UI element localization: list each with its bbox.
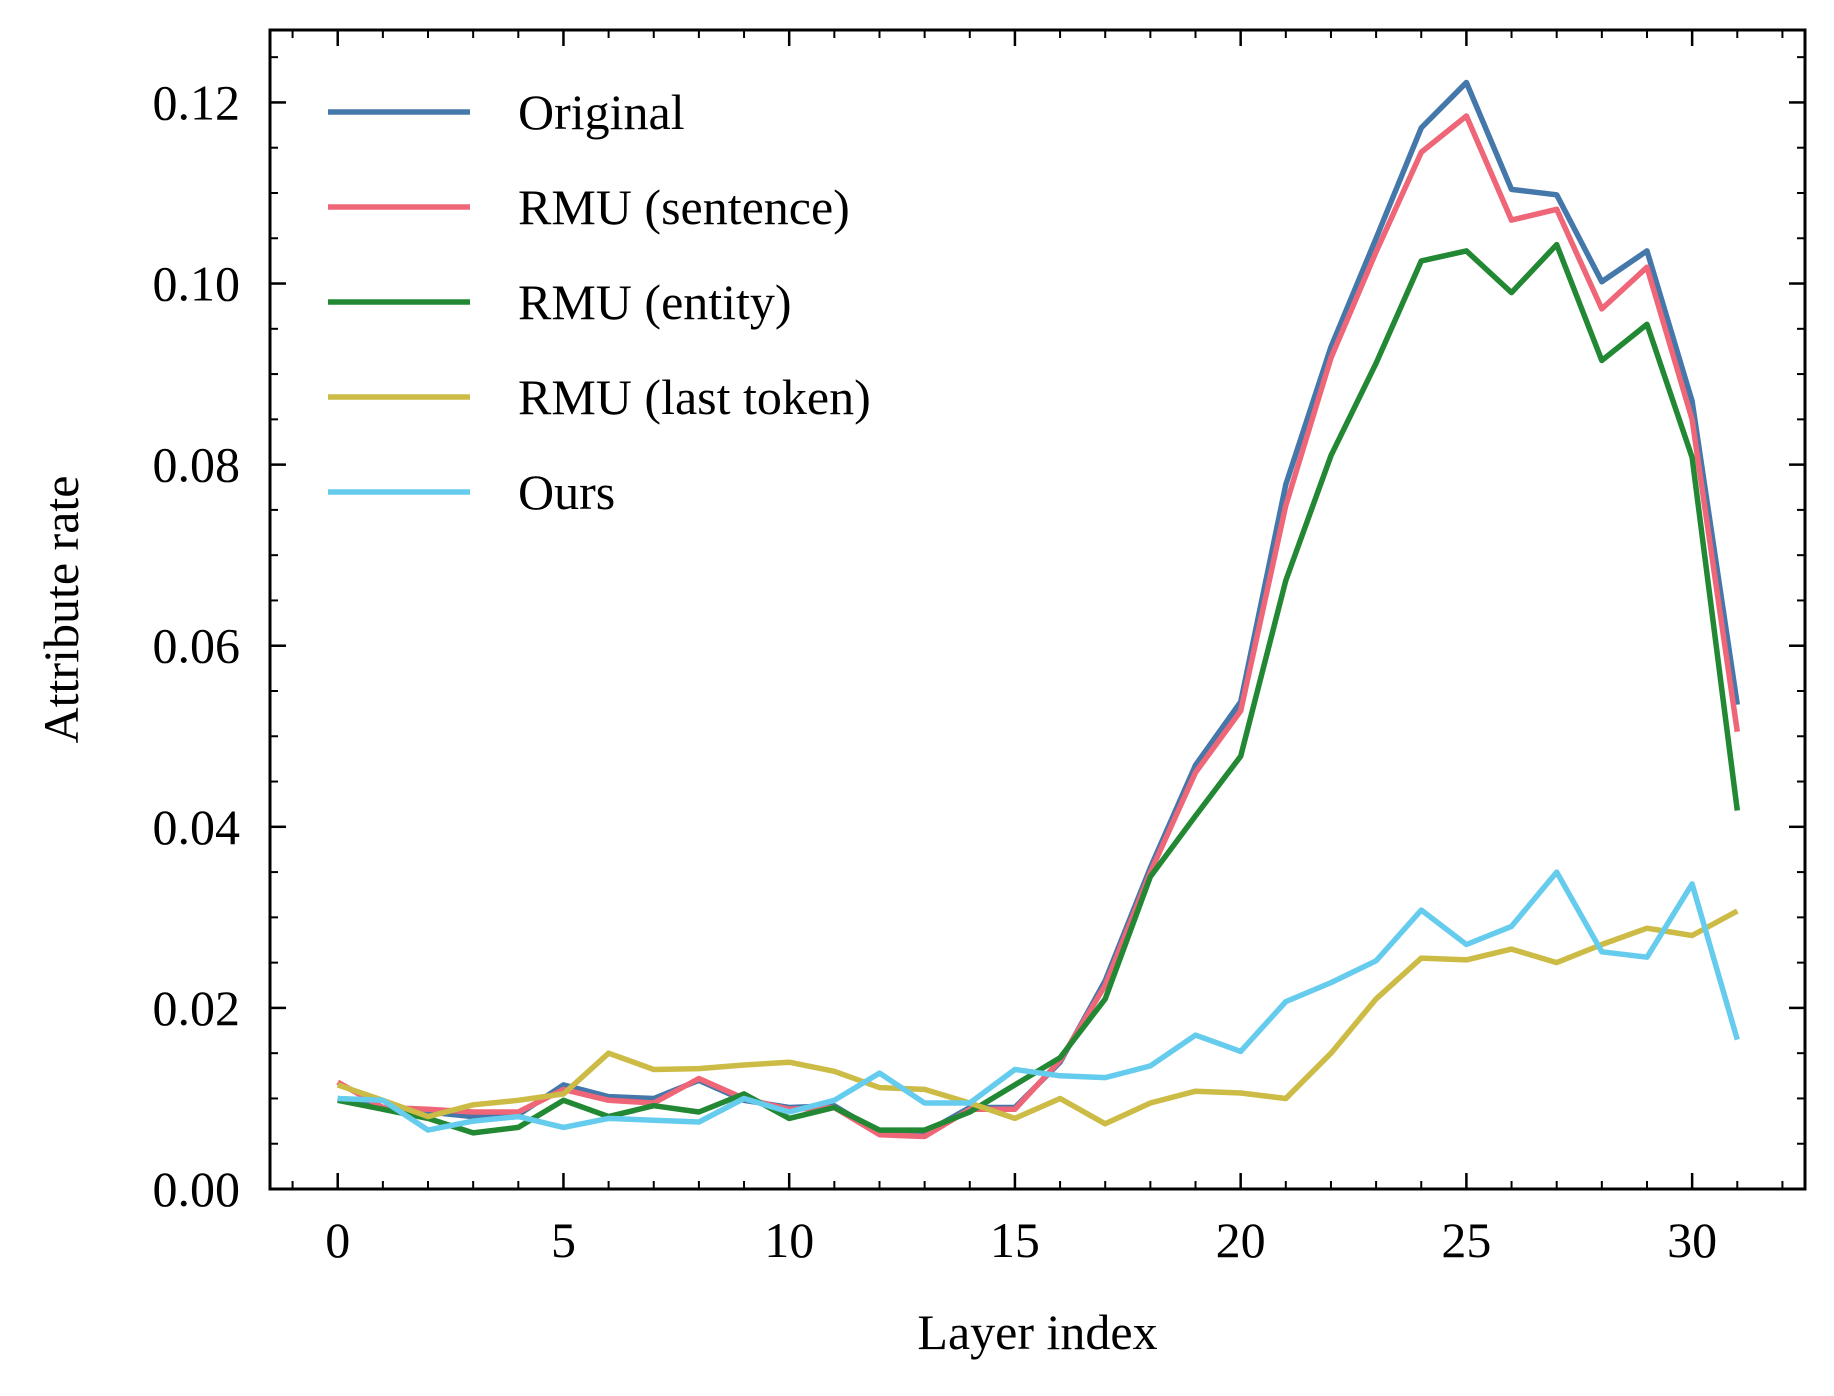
y-axis-title: Attribute rate <box>33 476 89 744</box>
x-tick-label: 30 <box>1667 1212 1717 1268</box>
y-tick-label: 0.00 <box>153 1161 241 1217</box>
ticks-layer <box>270 30 1805 1191</box>
x-tick-label: 15 <box>990 1212 1040 1268</box>
series-layer <box>336 79 1741 1140</box>
series-line-rmu-sentence <box>336 113 1741 1140</box>
y-tick-label: 0.06 <box>153 618 241 674</box>
tick-labels-layer: 0 5 10 15 20 25 30 0.00 0.02 0.04 0.06 0.08 0.10 0.12 <box>153 74 1718 1268</box>
x-tick-label: 0 <box>325 1212 350 1268</box>
x-tick-label: 25 <box>1441 1212 1491 1268</box>
y-tick-label: 0.04 <box>153 799 241 855</box>
y-tick-label: 0.02 <box>153 980 241 1036</box>
legend-label-ours: Ours <box>518 464 615 520</box>
legend-label-original: Original <box>518 84 685 140</box>
y-tick-label: 0.08 <box>153 437 241 493</box>
legend-label-rmu-last-token: RMU (last token) <box>518 369 871 425</box>
x-tick-label: 5 <box>551 1212 576 1268</box>
axes-frame <box>268 28 1807 1191</box>
series-line-rmu-last-token <box>336 908 1739 1127</box>
series-line-ours <box>337 869 1740 1133</box>
legend-label-rmu-sentence: RMU (sentence) <box>518 179 850 235</box>
series-line-original <box>337 79 1741 1136</box>
legend: Original RMU (sentence) RMU (entity) RMU (l… <box>328 84 871 520</box>
legend-label-rmu-entity: RMU (entity) <box>518 274 792 330</box>
x-tick-label: 10 <box>764 1212 814 1268</box>
y-tick-label: 0.10 <box>153 256 241 312</box>
x-axis-title: Layer index <box>917 1304 1157 1360</box>
y-tick-label: 0.12 <box>153 74 241 130</box>
x-tick-label: 20 <box>1216 1212 1266 1268</box>
